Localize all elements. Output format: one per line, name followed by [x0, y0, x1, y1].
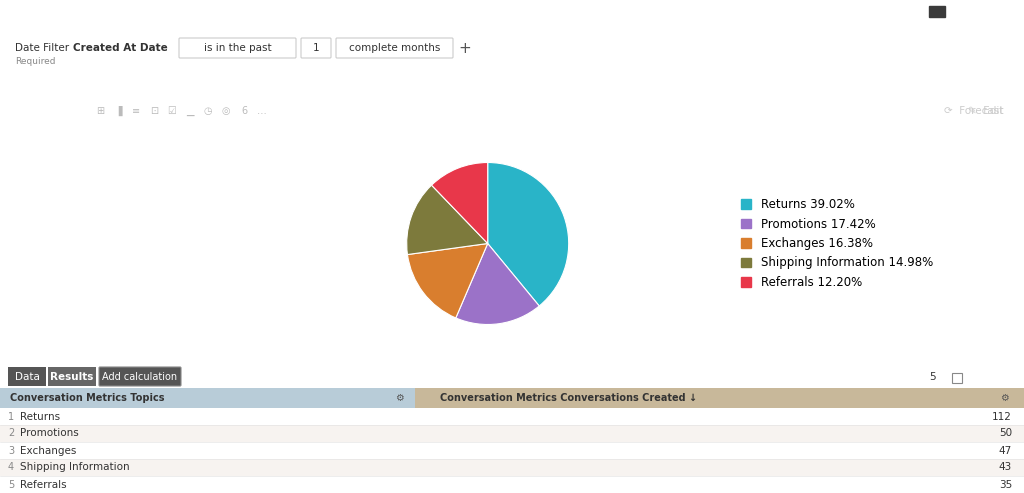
Text: Required: Required [15, 58, 55, 67]
FancyBboxPatch shape [179, 38, 296, 58]
Bar [930, 5, 944, 16]
Text: 6: 6 [241, 106, 247, 116]
Text: ⟳  Forecast: ⟳ Forecast [944, 106, 1004, 116]
Bar [8, 367, 46, 386]
Text: Row Limit: Row Limit [854, 372, 905, 382]
Text: Referrals: Referrals [20, 480, 67, 490]
Text: Exchanges: Exchanges [20, 446, 77, 456]
Wedge shape [456, 244, 540, 324]
Text: Data: Data [14, 372, 40, 382]
Wedge shape [408, 244, 487, 318]
Wedge shape [431, 163, 487, 244]
FancyBboxPatch shape [336, 38, 453, 58]
Text: Created At Date: Created At Date [73, 43, 168, 53]
Text: ▐: ▐ [115, 106, 122, 116]
Text: 1: 1 [312, 43, 319, 53]
Text: +: + [459, 40, 471, 56]
Text: ▁: ▁ [186, 106, 194, 116]
Text: 1: 1 [8, 412, 14, 422]
Text: 35: 35 [998, 480, 1012, 490]
Text: Conversation Metrics Conversations Created ↓: Conversation Metrics Conversations Creat… [440, 393, 697, 403]
Text: 4: 4 [8, 462, 14, 472]
Text: complete months: complete months [349, 43, 440, 53]
Text: ⚙: ⚙ [1000, 393, 1009, 403]
FancyBboxPatch shape [99, 367, 181, 386]
Text: ⚙: ⚙ [395, 393, 403, 403]
Text: ▼  Visualization: ▼ Visualization [12, 106, 98, 116]
Text: Custom Filter: Custom Filter [925, 6, 998, 16]
Text: is in the past: is in the past [204, 43, 271, 53]
Text: 43: 43 [998, 462, 1012, 472]
Text: Totals: Totals [969, 372, 998, 382]
Text: Conversation Metrics Topics: Conversation Metrics Topics [10, 393, 165, 403]
Text: …: … [257, 106, 267, 116]
Bar [0, 388, 415, 408]
Bar [0, 459, 1024, 476]
Text: 5: 5 [8, 480, 14, 490]
FancyBboxPatch shape [301, 38, 331, 58]
Text: 5: 5 [929, 372, 935, 382]
Text: Shipping Information: Shipping Information [20, 462, 130, 472]
Text: 3: 3 [8, 446, 14, 456]
Wedge shape [407, 185, 487, 254]
Text: Returns: Returns [20, 412, 60, 422]
Text: Add calculation: Add calculation [102, 372, 177, 382]
Text: Promotions: Promotions [20, 428, 79, 438]
Bar [48, 367, 96, 386]
Bar [952, 373, 962, 383]
Text: ≡: ≡ [132, 106, 140, 116]
Text: Date Filter: Date Filter [15, 43, 76, 53]
Text: 2: 2 [8, 428, 14, 438]
Text: ◎: ◎ [222, 106, 230, 116]
Text: ✎  Edit: ✎ Edit [969, 106, 1004, 116]
Wedge shape [487, 163, 568, 306]
Text: ◷: ◷ [204, 106, 212, 116]
Text: ⊡: ⊡ [150, 106, 158, 116]
Bar [928, 4, 946, 18]
Text: ▼  Filters (2): ▼ Filters (2) [12, 6, 81, 16]
Bar [415, 388, 1024, 408]
Text: 47: 47 [998, 446, 1012, 456]
Legend: Returns 39.02%, Promotions 17.42%, Exchanges 16.38%, Shipping Information 14.98%: Returns 39.02%, Promotions 17.42%, Excha… [740, 198, 933, 289]
Text: Results: Results [50, 372, 93, 382]
Text: 50: 50 [998, 428, 1012, 438]
Text: ⊞: ⊞ [96, 106, 104, 116]
Text: 112: 112 [992, 412, 1012, 422]
Bar [919, 368, 944, 385]
Bar [0, 425, 1024, 442]
Text: ☑: ☑ [168, 106, 176, 116]
